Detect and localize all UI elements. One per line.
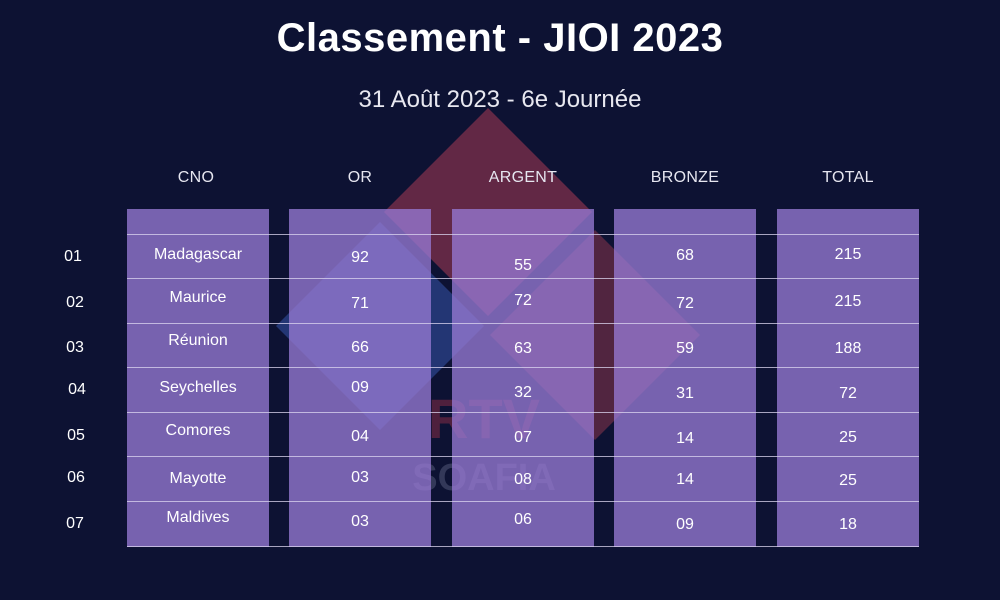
page-title: Classement - JIOI 2023	[276, 16, 724, 60]
row-divider	[127, 456, 919, 457]
cell-argent: 72	[514, 292, 532, 309]
column-panel-total	[777, 209, 919, 547]
column-panel-bronze	[614, 209, 756, 547]
cell-total: 188	[834, 340, 862, 357]
row-divider	[127, 278, 919, 279]
rank-number: 02	[66, 294, 84, 311]
row-divider	[127, 546, 919, 547]
column-header-or: OR	[347, 169, 373, 186]
cell-bronze: 68	[676, 247, 694, 264]
cell-bronze: 31	[676, 385, 694, 402]
cell-or: 04	[351, 428, 369, 445]
cell-cno: Comores	[165, 422, 231, 439]
cell-cno: Madagascar	[153, 246, 243, 263]
cell-or: 71	[351, 295, 369, 312]
rank-number: 06	[67, 469, 85, 486]
cell-total: 25	[839, 472, 857, 489]
row-divider	[127, 412, 919, 413]
cell-argent: 06	[514, 511, 532, 528]
cell-bronze: 14	[676, 430, 694, 447]
cell-cno: Réunion	[168, 332, 228, 349]
cell-total: 25	[839, 429, 857, 446]
page-subtitle: 31 Août 2023 - 6e Journée	[358, 86, 642, 113]
cell-or: 66	[351, 339, 369, 356]
rank-number: 01	[64, 248, 82, 265]
rank-number: 07	[66, 515, 84, 532]
cell-or: 92	[351, 249, 369, 266]
cell-bronze: 72	[676, 295, 694, 312]
row-divider	[127, 323, 919, 324]
column-panel-argent	[452, 209, 594, 547]
row-divider	[127, 234, 919, 235]
cell-cno: Maurice	[169, 289, 227, 306]
cell-bronze: 14	[676, 471, 694, 488]
row-divider	[127, 367, 919, 368]
rank-number: 03	[66, 339, 84, 356]
cell-total: 72	[839, 385, 857, 402]
rank-number: 05	[67, 427, 85, 444]
cell-argent: 63	[514, 340, 532, 357]
cell-argent: 07	[514, 429, 532, 446]
row-divider	[127, 501, 919, 502]
column-header-total: TOTAL	[822, 169, 874, 186]
cell-cno: Maldives	[166, 509, 230, 526]
cell-or: 09	[351, 379, 369, 396]
rank-number: 04	[68, 381, 86, 398]
cell-total: 215	[834, 246, 862, 263]
column-panel-or	[289, 209, 431, 547]
cell-argent: 08	[514, 471, 532, 488]
cell-total: 215	[834, 293, 862, 310]
cell-argent: 32	[514, 384, 532, 401]
cell-total: 18	[839, 516, 857, 533]
cell-cno: Seychelles	[159, 379, 237, 396]
cell-bronze: 09	[676, 516, 694, 533]
column-header-argent: ARGENT	[488, 169, 558, 186]
column-header-bronze: BRONZE	[650, 169, 720, 186]
cell-or: 03	[351, 513, 369, 530]
column-header-cno: CNO	[177, 169, 215, 186]
cell-cno: Mayotte	[169, 470, 227, 487]
column-panel-cno	[127, 209, 269, 547]
cell-bronze: 59	[676, 340, 694, 357]
cell-argent: 55	[514, 257, 532, 274]
cell-or: 03	[351, 469, 369, 486]
